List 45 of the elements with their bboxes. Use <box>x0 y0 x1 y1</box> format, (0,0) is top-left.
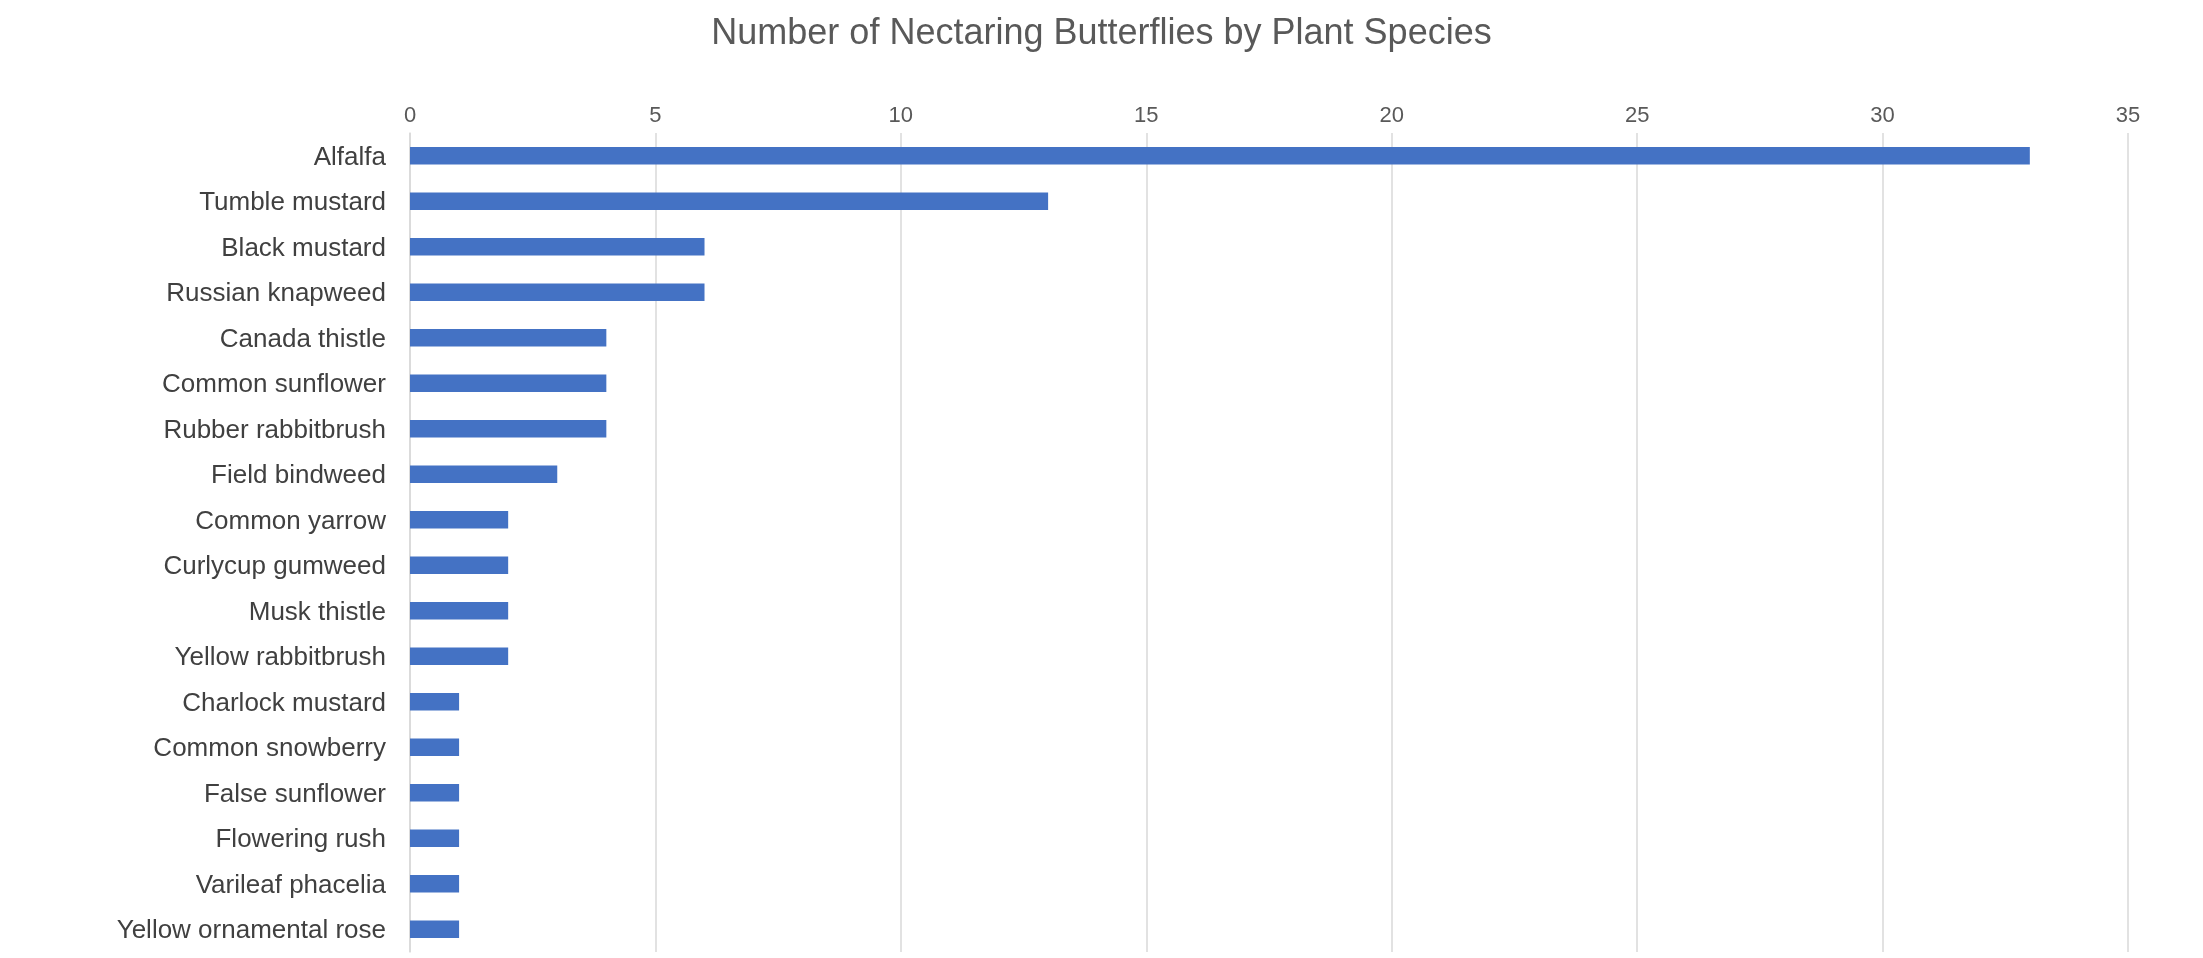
x-tick-label: 30 <box>1870 101 1895 127</box>
x-tick-label: 10 <box>888 101 914 127</box>
bar <box>410 602 509 620</box>
bar <box>410 829 460 847</box>
bar <box>410 647 509 665</box>
x-tick-label: 35 <box>2115 101 2141 127</box>
y-tick-label: Tumble mustard <box>199 186 386 217</box>
x-tick-label: 0 <box>403 101 417 127</box>
y-tick-label: Canada thistle <box>219 322 386 353</box>
y-tick-label: False sunflower <box>203 777 387 808</box>
y-tick-label: Curlycup gumweed <box>163 550 386 581</box>
y-tick-label: Russian knapweed <box>166 277 386 308</box>
y-tick-label: Rubber rabbitbrush <box>163 413 386 444</box>
x-tick-label: 15 <box>1134 101 1159 127</box>
y-tick-label: Yellow ornamental rose <box>116 914 386 945</box>
x-tick-label: 20 <box>1379 101 1404 127</box>
bar <box>410 511 509 529</box>
bar <box>410 738 460 756</box>
bar <box>410 556 509 574</box>
y-tick-label: Alfalfa <box>313 140 387 171</box>
bar <box>410 875 460 893</box>
bar <box>410 238 705 256</box>
bar <box>410 283 705 301</box>
bar <box>410 192 1049 210</box>
bar <box>410 374 607 392</box>
bar <box>410 693 460 711</box>
chart-title: Number of Nectaring Butterflies by Plant Species <box>711 10 1492 52</box>
y-tick-label: Musk thistle <box>248 595 386 626</box>
y-tick-label: Flowering rush <box>215 823 386 854</box>
x-tick-label: 5 <box>649 101 662 127</box>
y-tick-label: Charlock mustard <box>182 686 386 717</box>
bar <box>410 920 460 938</box>
bar <box>410 465 558 483</box>
y-tick-label: Yellow rabbitbrush <box>174 641 386 672</box>
bar <box>410 420 607 438</box>
x-tick-label: 25 <box>1624 101 1650 127</box>
y-tick-label: Common sunflower <box>162 368 387 399</box>
bar <box>410 147 2030 165</box>
y-tick-label: Black mustard <box>221 231 386 262</box>
bar <box>410 784 460 802</box>
y-tick-label: Common snowberry <box>153 732 386 763</box>
bar <box>410 329 607 347</box>
y-tick-label: Varileaf phacelia <box>195 868 387 899</box>
y-tick-label: Field bindweed <box>211 459 386 490</box>
y-tick-label: Common yarrow <box>195 504 387 535</box>
